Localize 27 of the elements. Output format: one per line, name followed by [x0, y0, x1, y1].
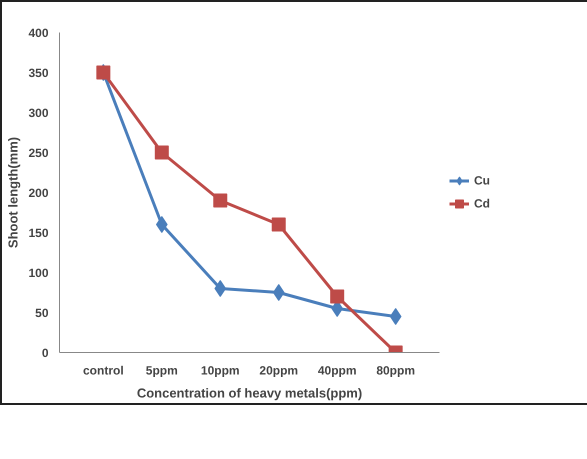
point	[272, 284, 285, 301]
y-tick-label: 350	[28, 66, 49, 80]
x-tick-label: 20ppm	[259, 364, 298, 378]
x-tick-label: 40ppm	[318, 364, 357, 378]
y-tick-label: 300	[28, 106, 49, 120]
point	[330, 290, 344, 304]
point	[213, 194, 228, 208]
x-tick-label: 80ppm	[376, 364, 415, 378]
x-tick-label: 5ppm	[146, 364, 178, 378]
y-tick-label: 50	[35, 306, 49, 320]
point	[214, 280, 226, 297]
y-axis-title: Shoot length(mm)	[5, 136, 20, 248]
legend-label: Cd	[474, 196, 491, 210]
point	[272, 218, 286, 232]
x-tick-label: control	[83, 364, 124, 378]
x-tick-label: 10ppm	[200, 364, 240, 378]
legend-label: Cu	[474, 174, 491, 188]
y-tick-label: 250	[28, 146, 49, 160]
y-tick-label: 0	[42, 346, 49, 360]
y-tick-label: 200	[28, 186, 49, 200]
point	[156, 216, 168, 233]
y-tick-label: 100	[28, 266, 49, 280]
point	[390, 308, 402, 325]
x-axis-title: Concentration of heavy metals(ppm)	[136, 386, 362, 400]
y-tick-label: 400	[28, 26, 49, 40]
point	[154, 146, 169, 160]
y-tick-label: 150	[28, 226, 49, 240]
